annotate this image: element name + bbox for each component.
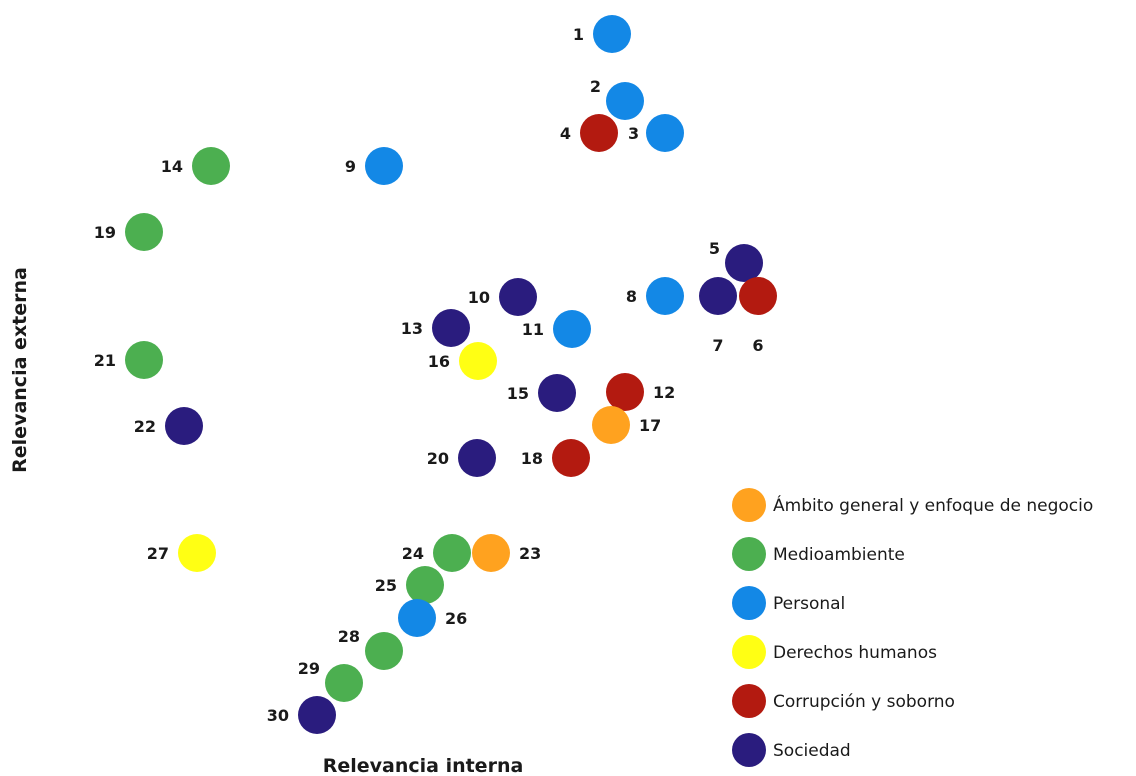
point-6 bbox=[739, 277, 777, 315]
point-21 bbox=[125, 341, 163, 379]
point-11 bbox=[553, 310, 591, 348]
point-26 bbox=[398, 599, 436, 637]
point-23 bbox=[472, 534, 510, 572]
point-27 bbox=[178, 534, 216, 572]
point-label-25: 25 bbox=[375, 576, 397, 595]
legend-swatch-medioambiente bbox=[732, 537, 766, 571]
point-label-8: 8 bbox=[626, 287, 637, 306]
point-label-11: 11 bbox=[522, 320, 544, 339]
point-label-21: 21 bbox=[94, 351, 116, 370]
point-label-26: 26 bbox=[445, 609, 467, 628]
point-label-28: 28 bbox=[338, 627, 360, 646]
legend-label-personal: Personal bbox=[773, 594, 845, 614]
legend-label-sociedad: Sociedad bbox=[773, 741, 851, 761]
point-20 bbox=[458, 439, 496, 477]
legend-label-derechos: Derechos humanos bbox=[773, 643, 937, 663]
legend-label-medioambiente: Medioambiente bbox=[773, 545, 905, 565]
legend-swatch-corrupcion bbox=[732, 684, 766, 718]
point-12 bbox=[606, 373, 644, 411]
point-18 bbox=[552, 439, 590, 477]
point-label-4: 4 bbox=[560, 124, 571, 143]
point-label-13: 13 bbox=[401, 319, 423, 338]
point-label-18: 18 bbox=[521, 449, 543, 468]
legend: Ámbito general y enfoque de negocio Medio… bbox=[732, 488, 1093, 767]
point-25 bbox=[406, 566, 444, 604]
points-layer: 1234567891011121314151617181920212223242… bbox=[94, 15, 777, 734]
x-axis-label: Relevancia interna bbox=[323, 755, 524, 776]
point-label-17: 17 bbox=[639, 416, 661, 435]
point-label-5: 5 bbox=[709, 239, 720, 258]
point-label-23: 23 bbox=[519, 544, 541, 563]
point-10 bbox=[499, 278, 537, 316]
point-label-14: 14 bbox=[161, 157, 183, 176]
point-label-27: 27 bbox=[147, 544, 169, 563]
legend-swatch-derechos bbox=[732, 635, 766, 669]
point-label-10: 10 bbox=[468, 288, 490, 307]
point-2 bbox=[606, 82, 644, 120]
point-label-24: 24 bbox=[402, 544, 424, 563]
point-28 bbox=[365, 632, 403, 670]
point-label-9: 9 bbox=[345, 157, 356, 176]
point-label-16: 16 bbox=[428, 352, 450, 371]
point-label-12: 12 bbox=[653, 383, 675, 402]
point-3 bbox=[646, 114, 684, 152]
point-label-2: 2 bbox=[590, 77, 601, 96]
legend-swatch-ambito bbox=[732, 488, 766, 522]
point-17 bbox=[592, 406, 630, 444]
point-16 bbox=[459, 342, 497, 380]
point-8 bbox=[646, 277, 684, 315]
y-axis-label: Relevancia externa bbox=[9, 267, 31, 473]
point-15 bbox=[538, 374, 576, 412]
point-13 bbox=[432, 309, 470, 347]
point-7 bbox=[699, 277, 737, 315]
point-label-29: 29 bbox=[298, 659, 320, 678]
legend-label-ambito: Ámbito general y enfoque de negocio bbox=[773, 494, 1093, 516]
point-1 bbox=[593, 15, 631, 53]
point-30 bbox=[298, 696, 336, 734]
point-14 bbox=[192, 147, 230, 185]
point-label-20: 20 bbox=[427, 449, 449, 468]
point-22 bbox=[165, 407, 203, 445]
point-label-7: 7 bbox=[712, 336, 723, 355]
point-19 bbox=[125, 213, 163, 251]
point-label-15: 15 bbox=[507, 384, 529, 403]
point-label-6: 6 bbox=[752, 336, 763, 355]
point-5 bbox=[725, 244, 763, 282]
point-label-1: 1 bbox=[573, 25, 584, 44]
point-label-3: 3 bbox=[628, 124, 639, 143]
legend-swatch-personal bbox=[732, 586, 766, 620]
point-9 bbox=[365, 147, 403, 185]
point-label-19: 19 bbox=[94, 223, 116, 242]
point-24 bbox=[433, 534, 471, 572]
legend-swatch-sociedad bbox=[732, 733, 766, 767]
point-4 bbox=[580, 114, 618, 152]
legend-label-corrupcion: Corrupción y soborno bbox=[773, 692, 955, 712]
point-label-30: 30 bbox=[267, 706, 289, 725]
point-label-22: 22 bbox=[134, 417, 156, 436]
point-29 bbox=[325, 664, 363, 702]
